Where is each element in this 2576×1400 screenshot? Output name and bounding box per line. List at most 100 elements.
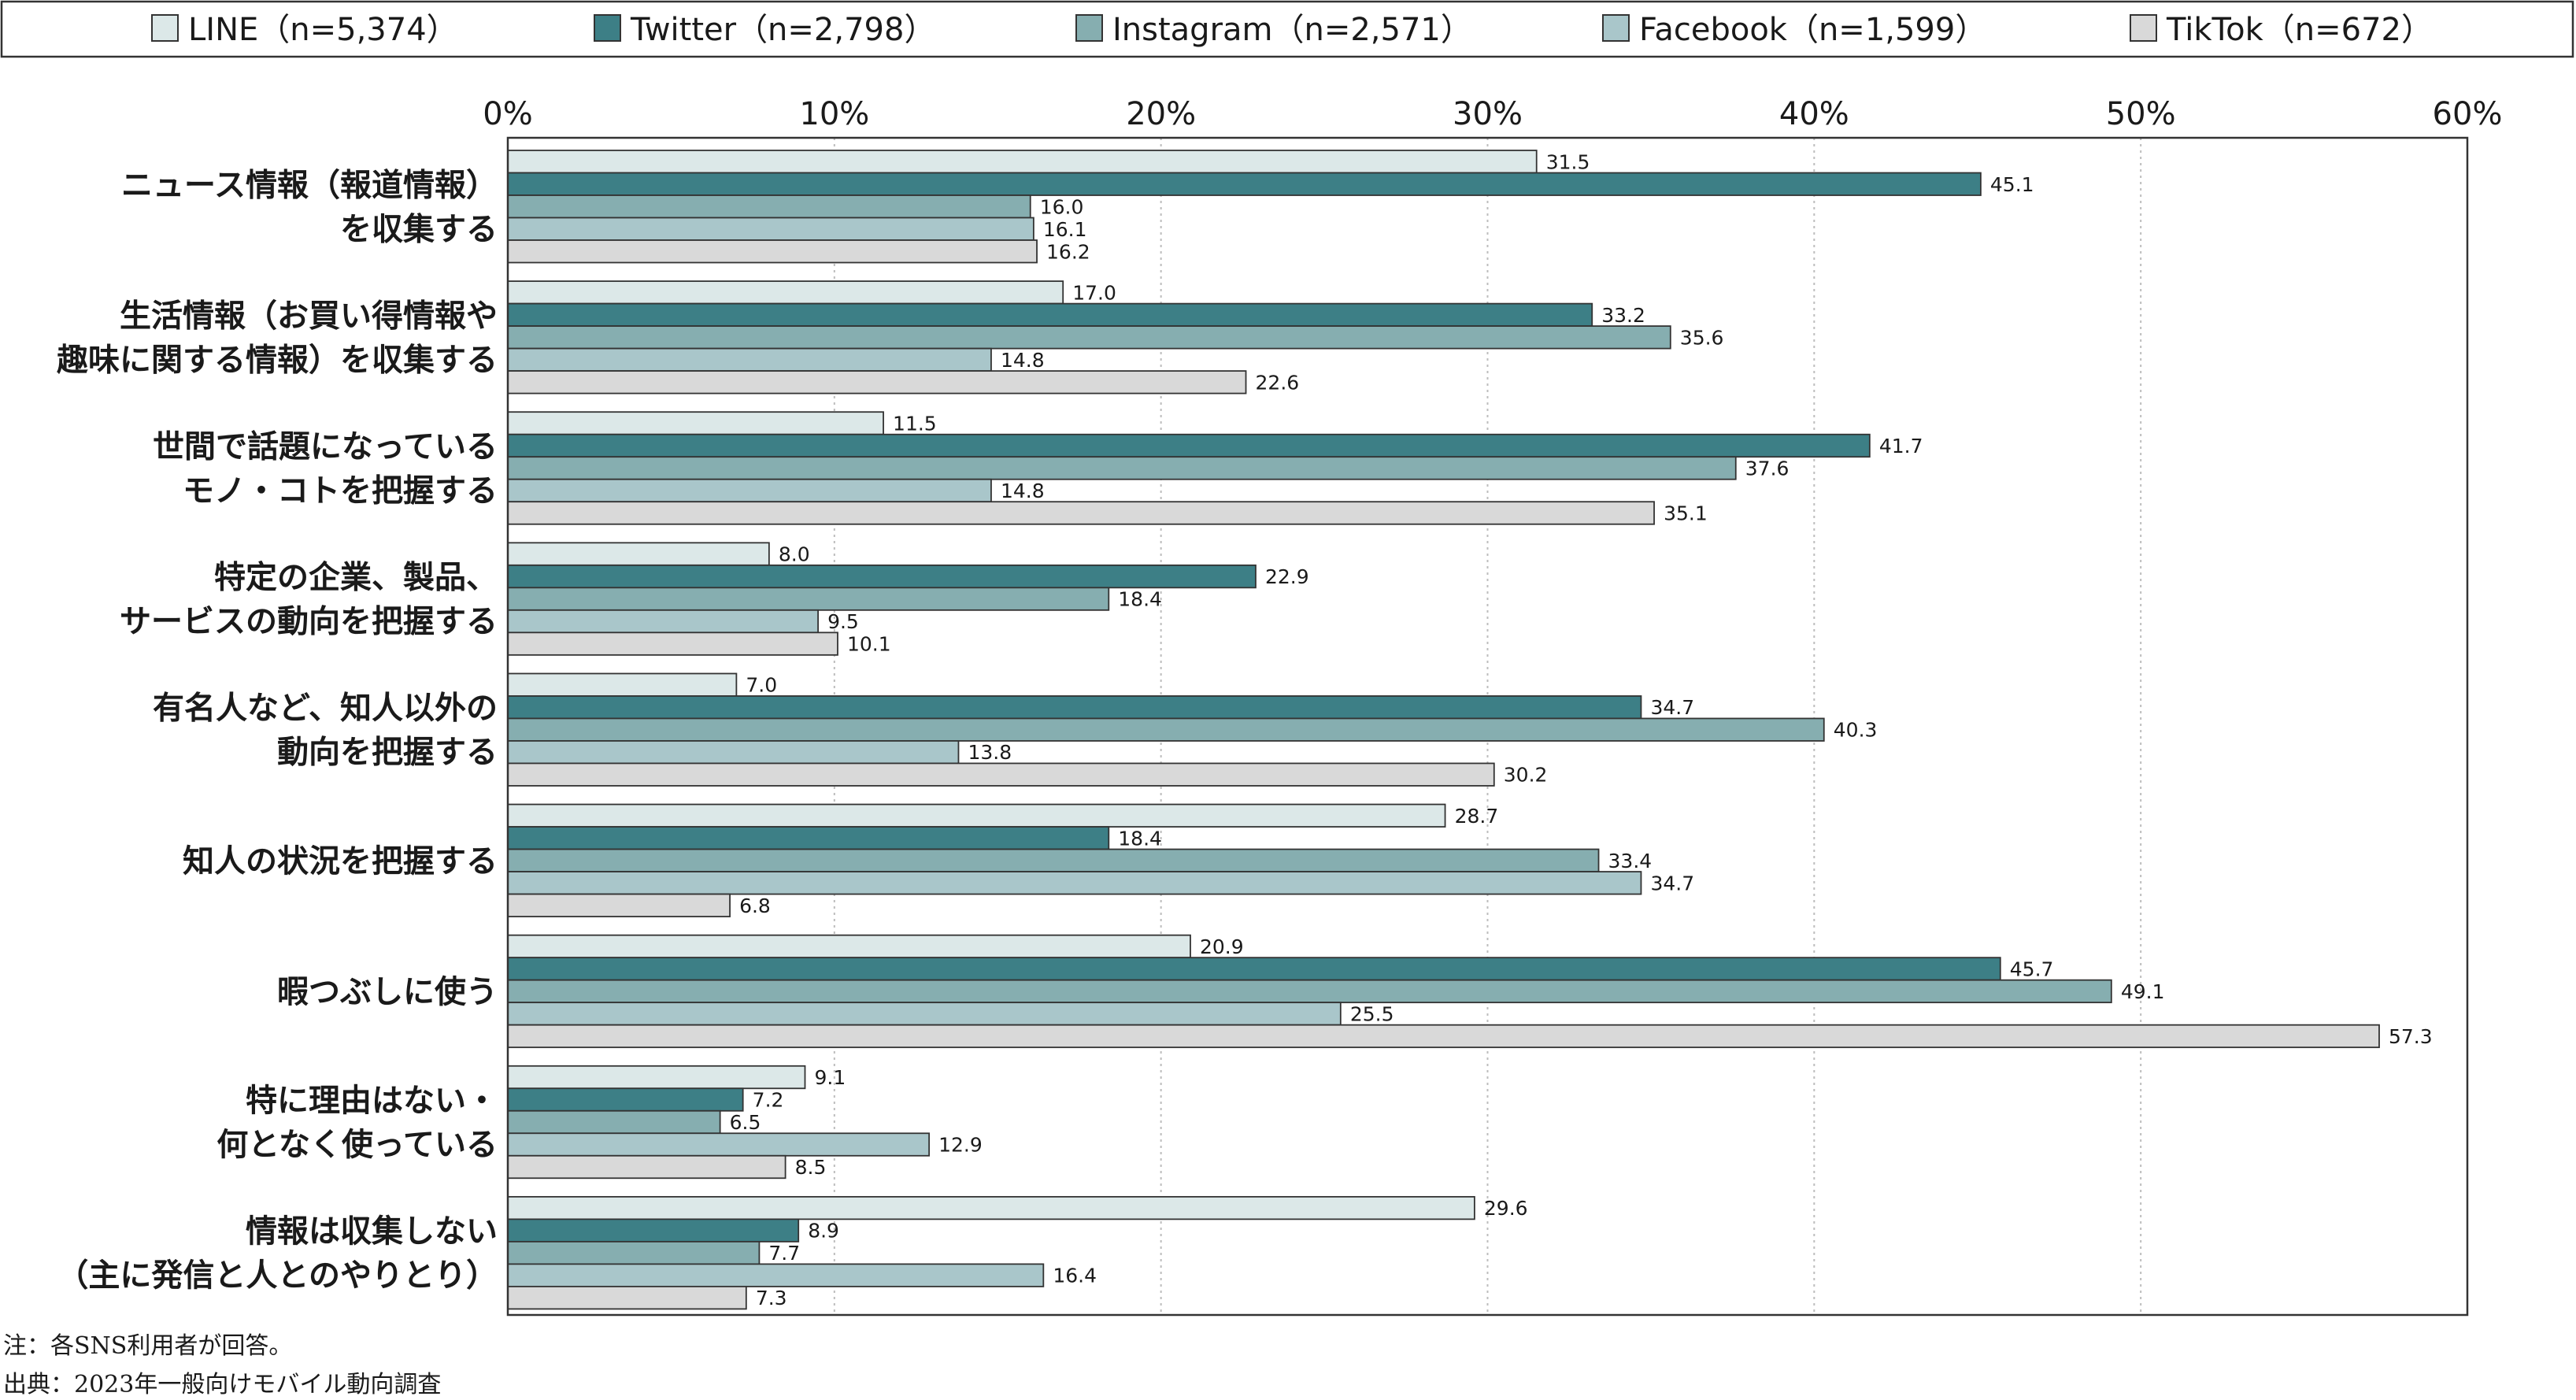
value-label-8-4: 7.3	[756, 1287, 787, 1309]
category-label-7-1: 何となく使っている	[217, 1127, 498, 1163]
bar-2-3	[507, 478, 992, 503]
value-label-6-0: 20.9	[1200, 935, 1244, 958]
category-label-4-0: 有名人など、知人以外の	[153, 691, 498, 727]
bar-0-1	[507, 172, 1982, 196]
x-tick-label-4: 40%	[1779, 96, 1849, 132]
legend-label-2: Instagram（n=2,571）	[1112, 12, 1472, 48]
category-label-1-0: 生活情報（お買い得情報や	[120, 298, 498, 334]
legend-swatch-0	[151, 14, 179, 42]
bar-8-0	[507, 1195, 1475, 1220]
value-label-7-0: 9.1	[814, 1066, 846, 1089]
legend-swatch-3	[1602, 14, 1630, 42]
value-label-4-1: 34.7	[1650, 696, 1694, 719]
value-label-4-0: 7.0	[746, 674, 777, 697]
x-tick-label-6: 60%	[2433, 96, 2503, 132]
value-label-7-3: 12.9	[938, 1134, 983, 1157]
value-label-1-2: 35.6	[1680, 326, 1724, 349]
bar-1-3	[507, 347, 992, 372]
value-label-1-3: 14.8	[1001, 349, 1045, 372]
category-label-2-1: モノ・コトを把握する	[183, 472, 498, 509]
bar-3-1	[507, 564, 1257, 589]
legend-label-1: Twitter（n=2,798）	[630, 12, 935, 48]
value-label-2-3: 14.8	[1001, 480, 1045, 502]
legend-label-0: LINE（n=5,374）	[188, 12, 458, 48]
value-label-6-1: 45.7	[2010, 957, 2054, 980]
bar-2-4	[507, 501, 1655, 525]
value-label-8-0: 29.6	[1484, 1197, 1528, 1220]
value-label-1-1: 33.2	[1601, 304, 1645, 327]
bar-3-0	[507, 542, 770, 566]
category-label-7-0: 特に理由はない・	[246, 1083, 498, 1119]
value-label-2-2: 37.6	[1745, 457, 1790, 480]
category-label-0-1: を収集する	[340, 211, 498, 247]
bar-5-3	[507, 871, 1642, 895]
category-label-8-0: 情報は収集しない	[246, 1213, 498, 1250]
value-label-4-4: 30.2	[1504, 764, 1548, 787]
value-label-0-3: 16.1	[1043, 218, 1087, 241]
bar-5-2	[507, 848, 1600, 872]
value-label-1-0: 17.0	[1072, 281, 1116, 304]
bar-0-0	[507, 150, 1538, 174]
legend-swatch-4	[2130, 14, 2157, 42]
value-label-8-1: 8.9	[808, 1220, 839, 1243]
bar-3-4	[507, 631, 838, 656]
x-tick-label-3: 30%	[1453, 96, 1523, 132]
bar-6-4	[507, 1024, 2380, 1049]
value-label-3-0: 8.0	[779, 543, 810, 566]
value-label-4-3: 13.8	[968, 741, 1012, 764]
x-tick-label-0: 0%	[483, 96, 532, 132]
category-label-4-1: 動向を把握する	[277, 735, 498, 771]
value-label-6-2: 49.1	[2121, 980, 2165, 1003]
chart-source: 出典：2023年一般向けモバイル動向調査	[3, 1371, 442, 1398]
bar-4-1	[507, 695, 1642, 720]
plot-border	[506, 136, 2469, 1317]
bar-6-2	[507, 979, 2112, 1004]
bar-5-0	[507, 803, 1446, 828]
value-label-2-4: 35.1	[1664, 502, 1708, 524]
bar-8-1	[507, 1218, 800, 1243]
bar-4-4	[507, 762, 1495, 787]
bar-4-3	[507, 740, 960, 765]
bar-6-0	[507, 934, 1191, 959]
value-label-7-1: 7.2	[753, 1089, 784, 1112]
value-label-0-0: 31.5	[1546, 150, 1590, 173]
bar-5-1	[507, 826, 1110, 850]
legend-label-4: TikTok（n=672）	[2166, 12, 2433, 48]
value-label-5-0: 28.7	[1455, 805, 1499, 828]
value-label-1-4: 22.6	[1256, 371, 1300, 394]
bar-0-3	[507, 217, 1034, 241]
bar-5-4	[507, 893, 731, 917]
value-label-2-0: 11.5	[893, 412, 937, 435]
value-label-5-3: 34.7	[1650, 872, 1694, 894]
category-label-3-1: サービスの動向を把握する	[120, 604, 498, 640]
value-label-7-2: 6.5	[730, 1111, 761, 1134]
x-tick-label-2: 20%	[1126, 96, 1196, 132]
bar-3-2	[507, 587, 1110, 611]
bar-4-2	[507, 717, 1825, 742]
value-label-8-3: 16.4	[1053, 1265, 1097, 1287]
value-label-5-1: 18.4	[1118, 827, 1162, 850]
value-label-3-1: 22.9	[1265, 565, 1309, 588]
value-label-8-2: 7.7	[768, 1242, 800, 1265]
bar-3-3	[507, 609, 819, 634]
value-label-6-3: 25.5	[1350, 1002, 1394, 1025]
value-label-4-2: 40.3	[1834, 719, 1878, 742]
bar-2-0	[507, 411, 884, 435]
legend-label-3: Facebook（n=1,599）	[1639, 12, 1986, 48]
value-label-5-4: 6.8	[739, 894, 771, 917]
bar-2-2	[507, 456, 1737, 480]
value-label-3-2: 18.4	[1118, 588, 1162, 611]
value-label-3-3: 9.5	[827, 610, 859, 633]
bar-1-0	[507, 280, 1064, 305]
legend-swatch-1	[594, 14, 621, 42]
category-label-3-0: 特定の企業、製品、	[214, 560, 498, 596]
x-tick-label-1: 10%	[799, 96, 869, 132]
value-label-0-2: 16.0	[1040, 195, 1084, 218]
value-label-2-1: 41.7	[1879, 435, 1923, 457]
bar-2-1	[507, 433, 1871, 458]
bar-1-2	[507, 325, 1671, 350]
bar-0-2	[507, 194, 1031, 219]
category-label-6-0: 暇つぶしに使う	[277, 974, 498, 1010]
legend-swatch-2	[1075, 14, 1103, 42]
